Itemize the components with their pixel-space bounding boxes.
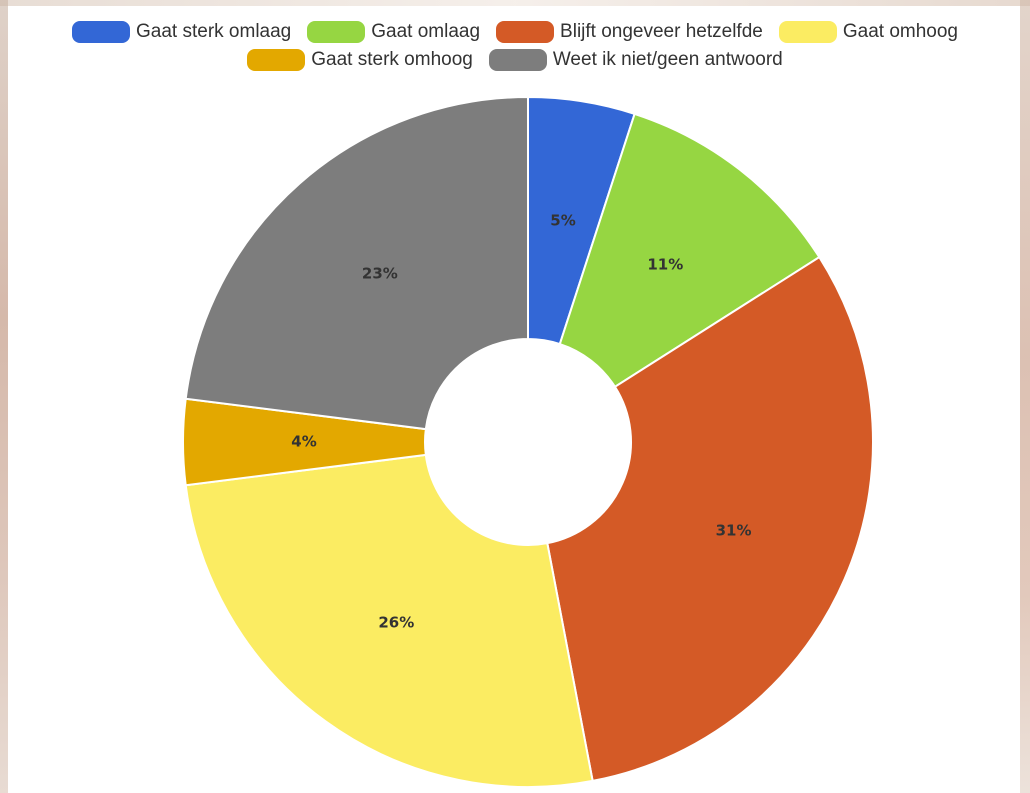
legend-item-blijft-ongeveer-hetzelfde[interactable]: Blijft ongeveer hetzelfde [496,20,763,44]
legend-label: Gaat omlaag [371,21,481,42]
background-edge-left [0,0,8,793]
legend-item-weet-ik-niet[interactable]: Weet ik niet/geen antwoord [488,48,783,72]
legend-swatch [496,21,555,43]
background-edge-top [0,0,1030,6]
legend-label: Gaat omhoog [842,21,958,42]
legend-label: Blijft ongeveer hetzelfde [560,21,763,42]
legend-item-gaat-sterk-omhoog[interactable]: Gaat sterk omhoog [247,48,473,72]
donut-slice-3[interactable] [184,453,594,788]
donut-slice-2[interactable] [546,255,874,783]
slice-value-label-2: 31% [716,521,752,539]
slice-value-label-4: 4% [291,433,316,451]
legend-swatch [778,21,837,43]
background-edge-right [1020,0,1030,793]
donut-slice-5[interactable] [184,95,529,431]
legend-label: Gaat sterk omhoog [311,49,473,70]
legend-swatch [307,21,366,43]
legend-row-1: Gaat sterk omlaag Gaat omlaag Blijft ong… [72,20,958,44]
legend-item-gaat-omlaag[interactable]: Gaat omlaag [307,20,480,44]
legend-item-gaat-omhoog[interactable]: Gaat omhoog [778,20,958,44]
legend-label: Weet ik niet/geen antwoord [552,49,783,70]
legend-swatch [247,49,306,71]
slice-value-label-1: 11% [647,256,683,274]
slice-value-label-5: 23% [362,264,398,282]
legend-swatch [72,21,130,43]
chart-legend: Gaat sterk omlaag Gaat omlaag Blijft ong… [0,20,1030,72]
donut-slices [181,95,874,788]
legend-swatch [488,49,547,71]
legend-item-gaat-sterk-omlaag[interactable]: Gaat sterk omlaag [72,20,291,44]
donut-value-labels: 5% 11% 31% 26% 4% 23% [291,211,751,631]
legend-label: Gaat sterk omlaag [136,21,292,42]
donut-slice-1[interactable] [558,112,821,389]
slice-value-label-3: 26% [378,614,414,632]
slice-value-label-0: 5% [550,211,575,229]
legend-row-2: Gaat sterk omhoog Weet ik niet/geen antw… [247,48,783,72]
